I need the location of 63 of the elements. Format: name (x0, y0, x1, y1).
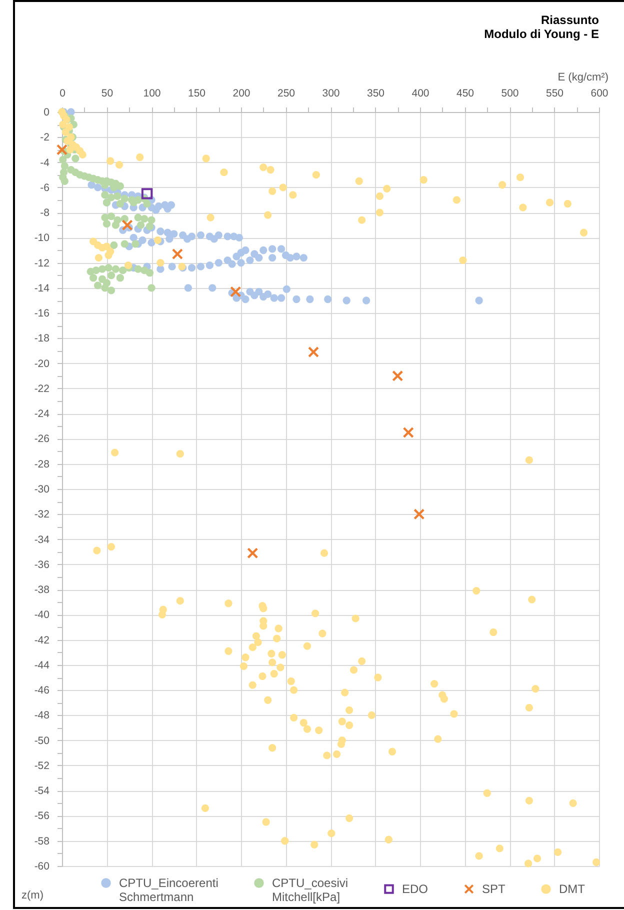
y-tick-label: -58 (34, 835, 50, 848)
y-tick-label: -42 (34, 634, 50, 646)
y-tick-label: -48 (34, 710, 50, 722)
y-tick-label: -20 (34, 358, 50, 370)
point (414, 508, 425, 520)
y-tick-label: -26 (34, 433, 50, 446)
legend-label: CPTU_Eincoerenti Schmertmann (119, 876, 218, 904)
point (402, 426, 414, 438)
y-tick-label: -4 (40, 156, 50, 169)
x-tick-label: 500 (501, 88, 519, 100)
y-tick-label: -30 (34, 484, 50, 496)
y-tick-label: -28 (34, 458, 50, 470)
x-tick-label: 250 (277, 88, 296, 100)
x-tick-label: 50 (101, 88, 114, 100)
legend-label: EDO (402, 882, 428, 896)
point (141, 188, 153, 200)
y-tick-label: -52 (34, 760, 50, 772)
point (392, 370, 404, 382)
y-tick-label: -6 (40, 182, 50, 194)
point (56, 144, 68, 156)
y-tick-label: -36 (34, 558, 50, 571)
legend-label: SPT (482, 882, 506, 896)
x-tick-label: 100 (143, 88, 161, 100)
x-tick-label: 450 (456, 88, 474, 100)
y-tick-label: -16 (34, 308, 50, 320)
chart-subtitle: Modulo di Young - E (484, 27, 599, 41)
point (172, 248, 184, 260)
y-tick-label: -8 (40, 207, 50, 220)
y-tick-label: -2 (40, 132, 50, 144)
chart-title: Riassunto (540, 13, 599, 27)
y-tick-label: 0 (44, 106, 50, 118)
y-tick-label: -18 (34, 332, 50, 345)
y-tick-label: -12 (34, 257, 50, 270)
legend-label: DMT (559, 882, 586, 896)
y-tick-label: -22 (34, 382, 50, 395)
x-tick-label: 400 (412, 88, 430, 100)
y-tick-label: -10 (34, 232, 50, 244)
legend-label: CPTU_coesivi Mitchell[kPa] (272, 876, 348, 904)
y-tick-label: -46 (34, 684, 50, 697)
point (230, 286, 242, 298)
y-tick-label: -32 (34, 508, 50, 521)
x-tick-label: 150 (188, 88, 206, 100)
x-tick-label: 200 (232, 88, 250, 100)
y-tick-label: -38 (34, 584, 50, 596)
x-tick-label: 300 (322, 88, 340, 100)
x-tick-label: 350 (366, 88, 385, 100)
y-axis-title: z(m) (22, 890, 44, 902)
y-tick-label: -50 (34, 734, 50, 747)
x-axis-title: E (kg/cm²) (558, 72, 608, 84)
y-tick-label: -54 (34, 785, 50, 798)
y-tick-label: -14 (34, 282, 50, 294)
y-tick-label: -60 (34, 860, 50, 872)
y-tick-label: -56 (34, 810, 50, 822)
y-tick-label: -24 (34, 408, 50, 420)
x-tick-label: 550 (546, 88, 564, 100)
y-tick-label: -34 (34, 534, 50, 546)
y-tick-label: -40 (34, 609, 50, 622)
point (247, 548, 258, 559)
point (122, 220, 133, 231)
x-tick-label: 600 (590, 88, 608, 100)
point (308, 346, 320, 358)
y-tick-label: -44 (34, 659, 50, 672)
x-tick-label: 0 (60, 88, 66, 100)
